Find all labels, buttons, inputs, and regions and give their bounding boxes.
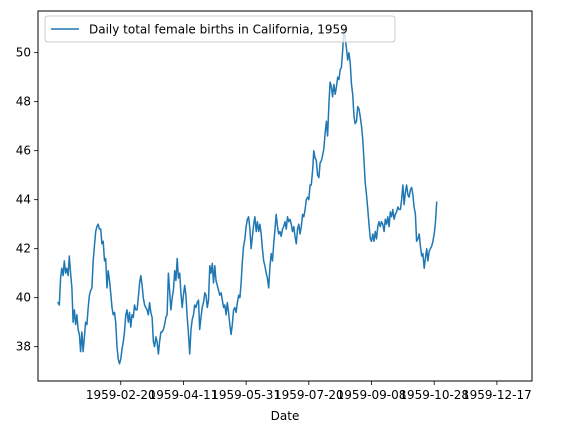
x-tick-label: 1959-05-31 [211,388,281,402]
y-tick-label: 40 [16,291,31,305]
x-tick-label: 1959-04-11 [149,388,219,402]
x-tick-label: 1959-02-20 [86,388,156,402]
x-axis-label: Date [271,409,300,423]
y-tick-label: 50 [16,46,31,60]
y-axis: 38 40 42 44 46 48 50 [16,46,38,354]
x-tick-label: 1959-09-08 [337,388,407,402]
plot-area [57,27,438,365]
y-tick-label: 42 [16,242,31,256]
axes-frame [37,10,533,382]
series-line [57,27,438,365]
y-tick-label: 46 [16,144,31,158]
y-tick-label: 38 [16,340,31,354]
x-axis: 1959-02-201959-04-111959-05-311959-07-20… [86,381,532,402]
legend: Daily total female births in California,… [44,15,396,43]
x-tick-label: 1959-12-17 [462,388,532,402]
y-tick-label: 44 [16,193,31,207]
legend-label: Daily total female births in California,… [89,23,348,37]
x-tick-label: 1959-10-28 [399,388,469,402]
x-tick-label: 1959-07-20 [274,388,344,402]
legend-box [44,15,396,43]
y-tick-label: 48 [16,95,31,109]
